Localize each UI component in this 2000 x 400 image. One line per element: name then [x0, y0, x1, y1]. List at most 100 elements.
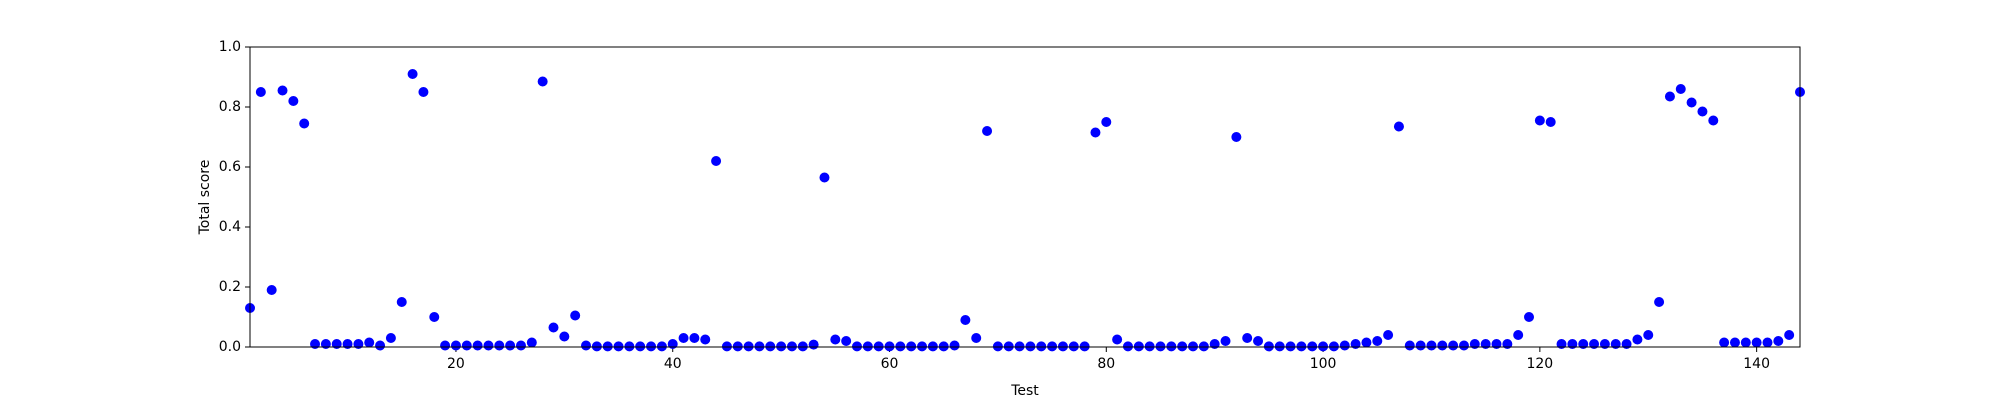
y-tick-label: 0.2	[219, 279, 241, 295]
point	[1383, 330, 1394, 340]
y-tick-label: 0.6	[219, 159, 241, 175]
point	[1729, 337, 1740, 348]
point	[949, 340, 960, 351]
point	[1513, 330, 1524, 340]
y-tick-label: 0.4	[219, 219, 241, 235]
x-tick-label: 80	[1097, 356, 1115, 372]
point	[1079, 341, 1090, 352]
point	[765, 341, 776, 352]
point	[591, 341, 602, 352]
x-tick-label: 100	[1310, 356, 1337, 372]
point	[678, 333, 689, 343]
point	[385, 333, 396, 343]
y-axis-label: Total score	[197, 160, 213, 236]
point	[1274, 341, 1285, 352]
point	[700, 334, 711, 345]
point	[526, 337, 537, 348]
x-axis-label: Test	[1010, 383, 1039, 399]
point	[819, 172, 830, 183]
point	[1437, 340, 1448, 351]
point	[602, 341, 613, 352]
point	[797, 341, 808, 352]
point	[472, 340, 483, 351]
point	[1697, 106, 1708, 117]
point	[971, 333, 982, 343]
point	[1751, 337, 1762, 348]
point	[1686, 97, 1697, 108]
point	[646, 341, 657, 352]
point	[407, 69, 418, 79]
point	[754, 341, 765, 352]
point	[1133, 341, 1144, 352]
point	[450, 340, 461, 351]
point	[1415, 340, 1426, 351]
point	[1664, 91, 1675, 102]
point	[635, 341, 646, 352]
point	[1122, 341, 1133, 352]
point	[851, 341, 862, 352]
point	[1166, 341, 1177, 352]
point	[1632, 334, 1643, 345]
point	[429, 312, 440, 322]
point	[1675, 84, 1686, 94]
point	[1307, 341, 1318, 352]
point	[1740, 337, 1751, 348]
point	[732, 341, 743, 352]
point	[808, 339, 819, 350]
point	[1361, 337, 1372, 348]
point	[1339, 340, 1350, 351]
point	[613, 341, 624, 352]
point	[581, 340, 592, 351]
point	[743, 341, 754, 352]
y-tick-label: 0.0	[219, 339, 241, 355]
point	[906, 341, 917, 352]
point	[1057, 341, 1068, 352]
point	[1188, 341, 1199, 352]
point	[537, 76, 548, 87]
point	[1253, 336, 1264, 346]
point	[277, 85, 288, 96]
point	[624, 341, 635, 352]
x-tick-label: 140	[1743, 356, 1770, 372]
point	[559, 331, 570, 342]
point	[1068, 341, 1079, 352]
point	[515, 340, 526, 351]
point	[375, 340, 386, 351]
point	[1014, 341, 1025, 352]
point	[1047, 341, 1058, 352]
point	[1762, 337, 1773, 348]
point	[927, 341, 938, 352]
point	[1393, 121, 1404, 132]
point	[711, 156, 722, 166]
point	[396, 297, 407, 307]
point	[1285, 341, 1296, 352]
point	[440, 340, 451, 351]
x-tick-label: 120	[1526, 356, 1553, 372]
plot-frame	[249, 46, 1801, 348]
point	[992, 341, 1003, 352]
point	[862, 341, 873, 352]
point	[721, 341, 732, 352]
point	[299, 118, 310, 129]
point	[255, 87, 266, 97]
x-tick-label: 20	[447, 356, 465, 372]
point	[873, 341, 884, 352]
point	[982, 126, 993, 136]
point	[1003, 341, 1014, 352]
point	[1155, 341, 1166, 352]
point	[917, 341, 928, 352]
point	[483, 340, 494, 351]
point	[1719, 337, 1730, 348]
point	[1534, 115, 1545, 126]
point	[1372, 336, 1383, 346]
point	[1101, 117, 1112, 127]
point	[1708, 115, 1719, 126]
point	[1458, 340, 1469, 351]
point	[1654, 297, 1665, 307]
point	[895, 341, 906, 352]
point	[938, 341, 949, 352]
x-tick-label: 60	[881, 356, 899, 372]
y-tick-label: 0.8	[219, 99, 241, 115]
point	[1426, 340, 1437, 351]
